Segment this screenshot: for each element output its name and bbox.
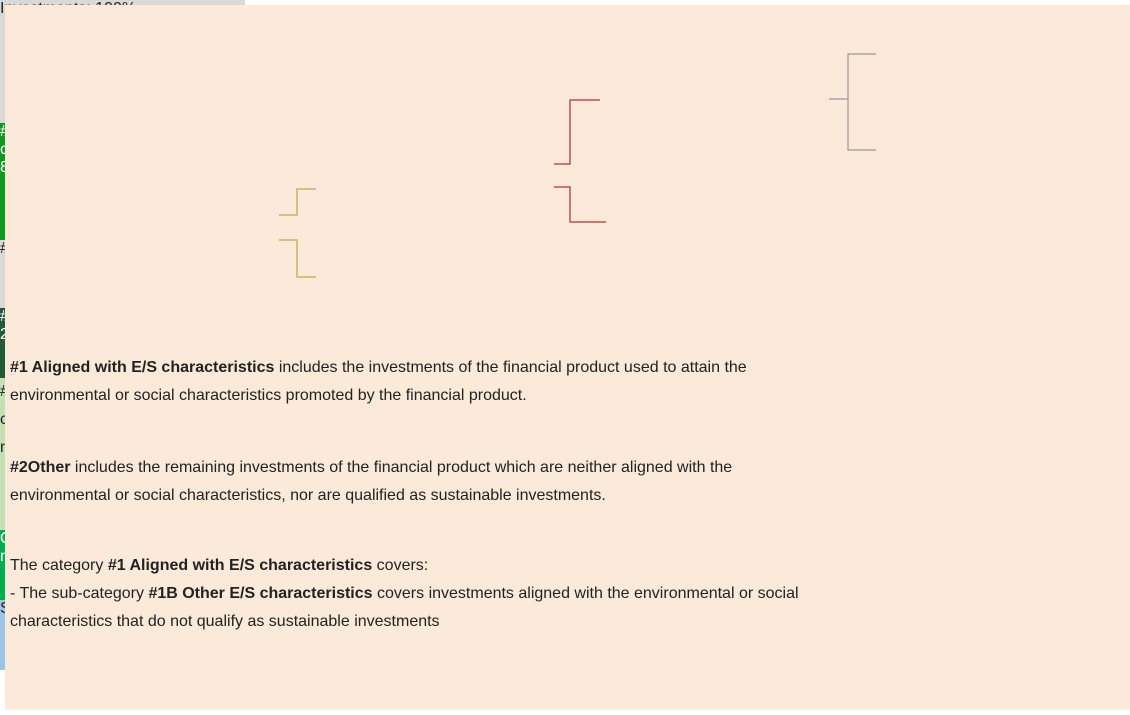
text: environmental or social characteristics …	[10, 387, 527, 404]
text-line: #2Other includes the remaining investmen…	[10, 454, 732, 482]
paragraph: #1 Aligned with E/S characteristics incl…	[10, 354, 747, 410]
text: characteristics that do not qualify as s…	[10, 613, 440, 630]
text: covers investments aligned with the envi…	[372, 585, 799, 602]
panel	[5, 5, 1130, 710]
text: includes the investments of the financia…	[274, 359, 747, 376]
connector	[279, 188, 316, 216]
connector	[554, 186, 606, 223]
text: includes the remaining investments of th…	[70, 459, 733, 476]
bold-text: #2Other	[10, 459, 71, 476]
connector	[279, 239, 316, 278]
text-line: environmental or social characteristics …	[10, 382, 747, 410]
connector	[847, 53, 876, 151]
text-line: environmental or social characteristics,…	[10, 482, 732, 510]
text-line: The category #1 Aligned with E/S charact…	[10, 552, 799, 580]
bold-text: #1B Other E/S characteristics	[148, 585, 373, 602]
text-line: #1 Aligned with E/S characteristics incl…	[10, 354, 747, 382]
text: - The sub-category	[10, 585, 149, 602]
paragraph: The category #1 Aligned with E/S charact…	[10, 552, 799, 636]
bold-text: #1 Aligned with E/S characteristics	[10, 359, 275, 376]
paragraph: #2Other includes the remaining investmen…	[10, 454, 732, 510]
bold-text: #1 Aligned with E/S characteristics	[107, 557, 373, 574]
text: The category	[10, 557, 108, 574]
text-line: - The sub-category #1B Other E/S charact…	[10, 580, 799, 608]
text: covers:	[372, 557, 429, 574]
text-line: characteristics that do not qualify as s…	[10, 608, 799, 636]
text: environmental or social characteristics,…	[10, 487, 606, 504]
connector	[554, 99, 600, 165]
